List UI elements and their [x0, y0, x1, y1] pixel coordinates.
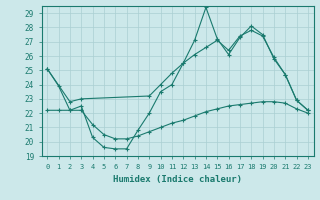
X-axis label: Humidex (Indice chaleur): Humidex (Indice chaleur) — [113, 175, 242, 184]
